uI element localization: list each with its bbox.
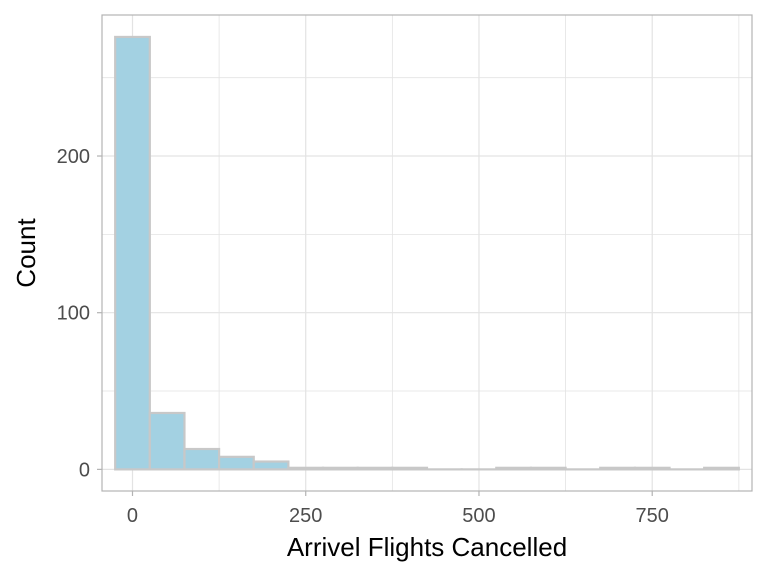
- histogram-bar: [391, 466, 429, 471]
- x-tick-label: 250: [289, 505, 322, 527]
- histogram-bar: [356, 466, 394, 471]
- x-tick-label: 750: [636, 505, 669, 527]
- x-tick-label: 0: [127, 505, 138, 527]
- histogram-bar: [495, 466, 533, 471]
- y-axis-title: Count: [11, 218, 41, 288]
- y-tick-label: 0: [79, 459, 90, 481]
- panel-border: [101, 14, 753, 492]
- histogram-bar: [529, 466, 567, 471]
- histogram-bar: [183, 447, 221, 471]
- histogram-bar: [218, 455, 255, 471]
- grid-lines: [102, 15, 752, 491]
- x-tick-label: 500: [462, 505, 495, 527]
- histogram-bar: [287, 466, 325, 471]
- histogram-bar: [599, 466, 636, 471]
- histogram-bar: [114, 35, 151, 471]
- histogram-bar: [252, 460, 290, 471]
- histogram-bar: [321, 466, 359, 471]
- y-tick-label: 200: [57, 146, 90, 168]
- y-tick-label: 100: [57, 303, 90, 325]
- histogram-bar: [148, 411, 186, 471]
- histogram-bars: [114, 35, 740, 471]
- x-axis-title: Arrivel Flights Cancelled: [287, 532, 567, 562]
- axis-ticks: 0 250 500 750 0 100 200: [57, 146, 669, 527]
- histogram-bar: [633, 466, 671, 471]
- histogram-bar: [703, 466, 740, 471]
